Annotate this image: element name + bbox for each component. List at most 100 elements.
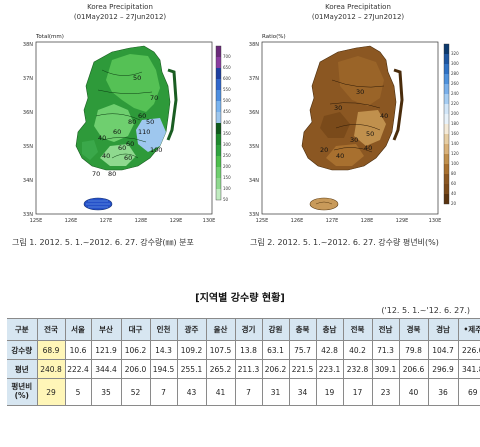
row-header: 평년비 (%) (7, 378, 38, 406)
colorbar-label: 320 (451, 51, 459, 56)
column-header: 경북 (398, 318, 429, 341)
map1-jeju-island (83, 197, 113, 211)
map2-contour-lines (329, 79, 385, 153)
lon-tick: 130E (429, 218, 442, 224)
contour-label: 70 (150, 94, 158, 102)
contour-label: 40 (102, 152, 110, 160)
map1-land (75, 45, 178, 171)
contour-label: 70 (92, 170, 100, 178)
contour-label: 30 (356, 88, 364, 96)
contour-label: 100 (150, 146, 162, 154)
colorbar-label: 50 (223, 197, 229, 202)
map2-title: Korea Precipitation (325, 3, 391, 11)
colorbar-label: 700 (223, 54, 231, 59)
table-cell: 344.4 (90, 359, 122, 379)
colorbar-label: 550 (223, 87, 231, 92)
map1-lon-ticks: 125E 126E 127E 128E 129E 130E (30, 218, 216, 224)
lon-tick: 129E (396, 218, 409, 224)
column-header: 충북 (288, 318, 317, 341)
map2-colorbar: 320 300 280 260 240 220 200 180 160 140 … (443, 43, 459, 206)
contour-label: 20 (320, 146, 328, 154)
contour-label: 60 (138, 112, 146, 120)
table-cell: 223.1 (315, 359, 344, 379)
precip-ratio-map: Korea Precipitation (01May2012 – 27Jun20… (240, 0, 478, 232)
column-header: 충남 (315, 318, 344, 341)
table-cell: 107.5 (205, 340, 236, 360)
contour-label: 30 (350, 136, 358, 144)
table-row: 평년비 (%) 29 5 35 52 7 43 41 7 31 34 19 17… (7, 378, 480, 406)
contour-label: 80 (128, 118, 136, 126)
table-cell: 7 (234, 378, 263, 406)
colorbar-label: 20 (451, 201, 457, 206)
column-header: 인천 (149, 318, 178, 341)
column-header: 울산 (205, 318, 236, 341)
colorbar-label: 150 (223, 175, 231, 180)
contour-label: 60 (113, 128, 121, 136)
figure1-caption: 그림 1. 2012. 5. 1.~2012. 6. 27. 강수량(㎜) 분포 (12, 238, 194, 247)
table-cell: 43 (176, 378, 207, 406)
table-cell: 211.3 (234, 359, 263, 379)
contour-label: 40 (380, 112, 388, 120)
table-cell: 79.8 (398, 340, 429, 360)
map1-lat-ticks: 38N 37N 36N 35N 34N 33N (23, 42, 33, 218)
colorbar-label: 600 (223, 76, 231, 81)
colorbar-label: 180 (451, 121, 459, 126)
table-cell: 255.1 (176, 359, 207, 379)
table-row: 평년 240.8 222.4 344.4 206.0 194.5 255.1 2… (7, 359, 480, 379)
column-header: •제주 (457, 318, 480, 341)
contour-label: 60 (118, 144, 126, 152)
colorbar-label: 300 (451, 61, 459, 66)
table-cell: 265.2 (205, 359, 236, 379)
table-cell: 63.1 (261, 340, 290, 360)
figure2-caption: 그림 2. 2012. 5. 1.~2012. 6. 27. 강수량 평년비(%… (250, 238, 439, 247)
regional-precip-table: 구분 전국 서울 부산 대구 인천 광주 울산 경기 강원 충북 충남 전북 전… (7, 318, 480, 406)
map2-unit: Ratio(%) (262, 34, 286, 40)
contour-label: 50 (133, 74, 141, 82)
table-cell: 41 (205, 378, 236, 406)
colorbar-label: 400 (223, 120, 231, 125)
lat-tick: 35N (249, 144, 259, 150)
table-cell: 7 (149, 378, 178, 406)
table-cell: 40.2 (342, 340, 373, 360)
lon-tick: 125E (30, 218, 43, 224)
colorbar-label: 500 (223, 98, 231, 103)
contour-label: 50 (366, 130, 374, 138)
map2-lon-ticks: 125E 126E 127E 128E 129E 130E (256, 218, 442, 224)
map2-jeju-island (309, 197, 339, 211)
colorbar-label: 200 (223, 164, 231, 169)
map2-period: (01May2012 – 27Jun2012) (312, 13, 405, 21)
table-cell: 69 (457, 378, 480, 406)
column-header: 경기 (234, 318, 263, 341)
table-cell: 109.2 (176, 340, 207, 360)
map1-period: (01May2012 – 27Jun2012) (74, 13, 167, 21)
colorbar-label: 80 (451, 171, 457, 176)
table-cell: 104.7 (427, 340, 459, 360)
precip-total-map: Korea Precipitation (01May2012 – 27Jun20… (2, 0, 238, 232)
column-header: 전국 (36, 318, 66, 341)
contour-label: 40 (336, 152, 344, 160)
lon-tick: 126E (65, 218, 78, 224)
colorbar-label: 100 (451, 161, 459, 166)
map2-land (301, 45, 404, 171)
colorbar-label: 140 (451, 141, 459, 146)
lon-tick: 127E (100, 218, 113, 224)
table-cell: 35 (90, 378, 122, 406)
column-header: 광주 (176, 318, 207, 341)
table-cell: 206.0 (120, 359, 151, 379)
table-cell: 23 (371, 378, 400, 406)
map2-contour-labels: 30 30 40 50 30 40 20 40 (320, 88, 388, 160)
table-cell: 5 (64, 378, 92, 406)
map2-lat-ticks: 38N 37N 36N 35N 34N 33N (249, 42, 259, 218)
column-header: 경남 (427, 318, 459, 341)
column-header: 부산 (90, 318, 122, 341)
table-cell: 10.6 (64, 340, 92, 360)
lat-tick: 34N (23, 178, 33, 184)
lat-tick: 34N (249, 178, 259, 184)
table-cell: 19 (315, 378, 344, 406)
lon-tick: 128E (361, 218, 374, 224)
table-cell: 221.5 (288, 359, 317, 379)
table-cell: 226.0 (457, 340, 480, 360)
period-note: ('12. 5. 1.~'12. 6. 27.) (381, 306, 470, 315)
colorbar-label: 450 (223, 109, 231, 114)
colorbar-label: 220 (451, 101, 459, 106)
